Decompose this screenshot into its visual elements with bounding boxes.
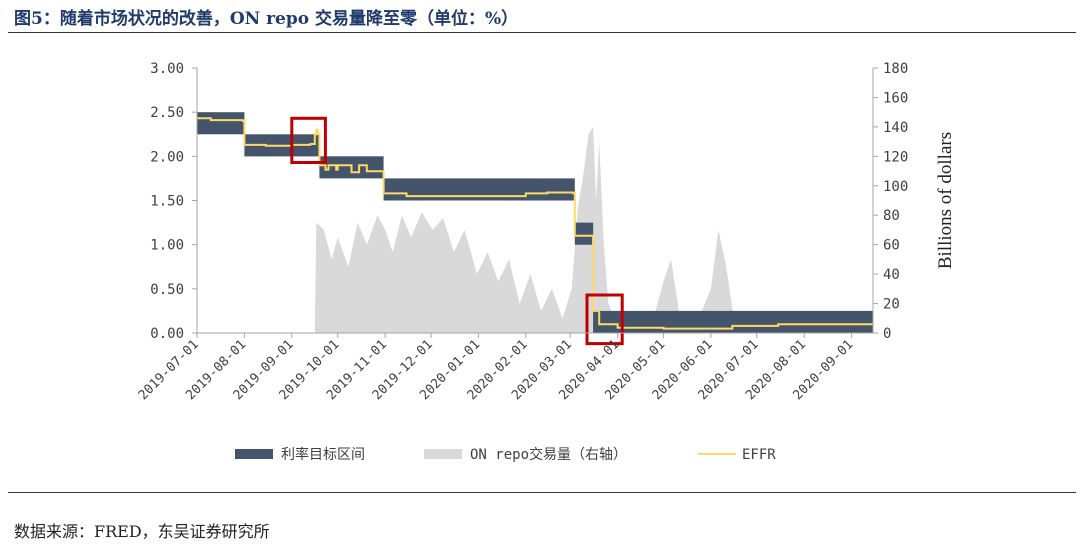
right-tick-label: 160 [883, 90, 908, 106]
right-tick-label: 100 [883, 179, 908, 195]
left-tick-label: 2.00 [150, 149, 184, 165]
right-tick-label: 20 [883, 297, 900, 313]
left-tick-label: 1.00 [150, 238, 184, 254]
target-range-band [593, 310, 873, 333]
right-tick-label: 0 [883, 326, 891, 342]
figure-title: 图5：随着市场状况的改善，ON repo 交易量降至零（单位：%） [14, 9, 519, 29]
legend-swatch-target-range [235, 449, 273, 459]
left-tick-label: 3.00 [150, 61, 184, 77]
bottom-rule [8, 492, 1076, 493]
source-note: 数据来源：FRED，东吴证券研究所 [14, 522, 270, 541]
highlight-box [585, 293, 624, 346]
legend-label-on-repo: ON repo交易量（右轴） [470, 446, 627, 463]
right-tick-label: 60 [883, 238, 900, 254]
right-tick-label: 40 [883, 267, 900, 283]
legend-label-effr: EFFR [742, 447, 776, 463]
right-tick-label: 120 [883, 149, 908, 165]
left-tick-label: 2.50 [150, 105, 184, 121]
on-repo-volume-area [197, 126, 873, 334]
left-tick-label: 0.00 [150, 326, 184, 342]
top-rule [8, 32, 1076, 33]
effr-line [197, 117, 874, 330]
left-tick-label: 1.50 [150, 194, 184, 210]
right-tick-label: 180 [883, 61, 908, 77]
target-range-band [197, 112, 245, 135]
target-range-band [574, 222, 594, 245]
highlight-box [290, 116, 327, 165]
target-range-band [383, 178, 575, 201]
left-tick-label: 0.50 [150, 282, 184, 298]
right-tick-label: 140 [883, 120, 908, 136]
legend-swatch-on-repo [424, 449, 462, 459]
right-tick-label: 80 [883, 208, 900, 224]
legend-label-target-range: 利率目标区间 [281, 446, 365, 463]
right-axis-title: Billions of dollars [935, 132, 956, 269]
